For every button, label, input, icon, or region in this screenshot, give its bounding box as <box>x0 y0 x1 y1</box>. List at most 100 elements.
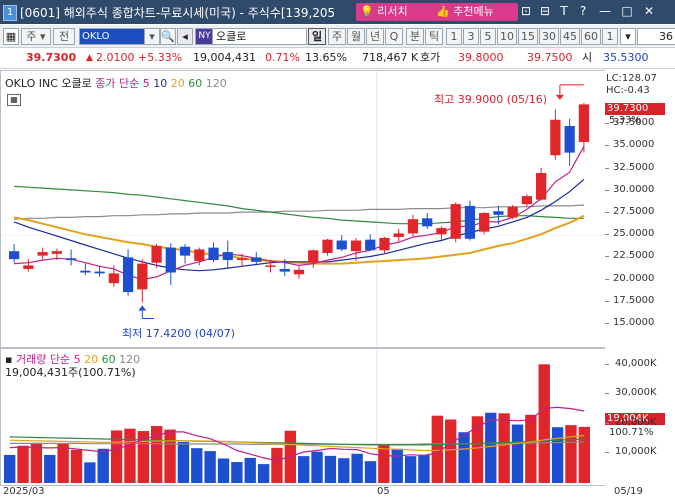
market-selector[interactable]: 주 ▾ <box>21 28 51 45</box>
price-axis[interactable]: LC:128.07 HC:-0.43 39.7300 5.33% 19,004K… <box>605 70 675 498</box>
low-arrow-icon <box>138 305 147 311</box>
prev-next-icon[interactable]: ◂ <box>177 28 193 45</box>
candle-body <box>51 251 62 254</box>
hc-label: HC:-0.43 <box>606 85 650 96</box>
volume-bar <box>391 448 403 483</box>
price-tick-label: 35.0000 <box>613 139 655 151</box>
candle-body <box>393 233 404 237</box>
amount-value: 718,467 K <box>362 51 419 64</box>
volume-bar <box>324 455 337 483</box>
interval-30-button[interactable]: 30 <box>539 28 559 45</box>
volume-tick-mark <box>605 363 609 365</box>
candle-body <box>265 265 276 267</box>
price-legend: OKLO INC 오클로 종가 단순 5 10 20 60 120 <box>5 75 227 91</box>
volume-current-tag: 19,004K <box>605 413 665 425</box>
period-tick-button[interactable]: 틱 <box>425 28 443 45</box>
ticker-search-icon[interactable]: 🔍 <box>160 28 176 45</box>
interval-dropdown-icon[interactable]: ▾ <box>620 28 636 45</box>
interval-10-button[interactable]: 10 <box>497 28 517 45</box>
volume-tick-mark <box>605 393 609 395</box>
volume-bar <box>578 426 590 483</box>
volume-bar <box>351 453 363 483</box>
period-minute-button[interactable]: 분 <box>406 28 424 45</box>
volume-bar <box>458 432 470 483</box>
price-tick-label: 30.0000 <box>613 183 655 195</box>
volume-chart-panel[interactable]: ▪ 거래량 단순 5 20 60 120 19,004,431주(100.71%… <box>0 348 606 486</box>
maximize-icon[interactable]: □ <box>621 4 633 18</box>
volume-tick-mark <box>605 422 609 424</box>
price-tick-mark <box>605 189 609 191</box>
open-price: 35.5300 <box>603 51 649 64</box>
app-icon: 1 <box>3 5 17 21</box>
time-label-end: 05/19 <box>614 486 643 497</box>
lightbulb-icon: 💡 <box>360 5 374 18</box>
ticker-dropdown-icon[interactable]: ▾ <box>144 28 160 45</box>
market-mode-button[interactable]: 전 <box>53 28 75 45</box>
candle-body <box>122 257 134 293</box>
split-window-icon[interactable]: ⊟ <box>539 4 551 18</box>
price-tick-label: 27.5000 <box>613 206 655 217</box>
candle-body <box>23 265 34 269</box>
candle-body <box>578 104 590 142</box>
time-label-start: 2025/03 <box>3 486 45 497</box>
volume-bar <box>191 448 203 483</box>
price-tick-mark <box>605 234 609 236</box>
candle-body <box>8 251 20 260</box>
candle-body <box>521 196 533 205</box>
volume-bar <box>271 447 283 483</box>
help-icon[interactable]: ? <box>579 4 587 18</box>
font-size-icon[interactable]: T <box>560 4 568 18</box>
interval-15-button[interactable]: 15 <box>518 28 538 45</box>
period-quarter-button[interactable]: Q <box>385 28 403 45</box>
vol-ma5-label: 5 <box>73 353 81 366</box>
grid-toggle-icon[interactable]: ▦ <box>7 94 21 106</box>
ma10-line <box>13 178 585 272</box>
ma120-line <box>14 204 584 220</box>
volume-bar <box>298 456 310 483</box>
volume-chart[interactable] <box>1 349 605 485</box>
candle-body <box>165 247 176 273</box>
price-tick-label: 15.0000 <box>613 317 655 328</box>
volume-bar <box>124 428 136 483</box>
price-tick-mark <box>605 123 609 125</box>
price-chart[interactable] <box>1 71 605 347</box>
interval-5-button[interactable]: 5 <box>480 28 496 45</box>
interval-45-button[interactable]: 45 <box>560 28 580 45</box>
volume-bar <box>311 451 323 483</box>
period-week-button[interactable]: 주 <box>328 28 346 45</box>
interval-1-button[interactable]: 1 <box>446 28 462 45</box>
candle-body <box>422 218 433 227</box>
candle-body <box>251 257 262 262</box>
candle-body <box>479 213 490 232</box>
candle-body <box>450 204 461 239</box>
time-axis: 2025/03 05 05/19 <box>0 485 643 499</box>
volume-bar <box>70 449 83 483</box>
period-year-button[interactable]: 년 <box>366 28 384 45</box>
stock-code-label: OKLO INC <box>5 77 58 90</box>
volume-bar <box>498 413 510 483</box>
volume-square-icon: ▪ <box>5 353 13 366</box>
interval-custom-button[interactable]: 1 <box>602 28 618 45</box>
volume-bar <box>418 454 430 483</box>
ticker-input[interactable]: OKLO <box>79 28 145 45</box>
recommend-menu-button[interactable]: 👍 추천메뉴 <box>432 3 518 21</box>
price-tick-label: 22.5000 <box>613 250 655 262</box>
period-day-button[interactable]: 일 <box>308 28 326 45</box>
interval-3-button[interactable]: 3 <box>463 28 479 45</box>
ma60-label: 60 <box>188 77 203 90</box>
candle-body <box>179 246 191 256</box>
candle-body <box>65 258 77 261</box>
research-button[interactable]: 💡 리서치 <box>356 3 436 21</box>
candle-body <box>379 237 390 251</box>
count-input[interactable]: 36 <box>637 28 675 45</box>
period-month-button[interactable]: 월 <box>347 28 365 45</box>
minimize-icon[interactable]: — <box>599 4 611 18</box>
price-chart-panel[interactable]: OKLO INC 오클로 종가 단순 5 10 20 60 120 ▦ 최고 3… <box>0 70 606 348</box>
candle-body <box>436 228 447 235</box>
chart-type-icon[interactable]: ▦ <box>3 28 19 45</box>
link-window-icon[interactable]: ⊡ <box>520 4 532 18</box>
close-icon[interactable]: ✕ <box>643 4 655 18</box>
interval-60-button[interactable]: 60 <box>581 28 601 45</box>
recommend-label: 추천메뉴 <box>453 5 494 18</box>
vol-ma60-label: 60 <box>101 353 116 366</box>
